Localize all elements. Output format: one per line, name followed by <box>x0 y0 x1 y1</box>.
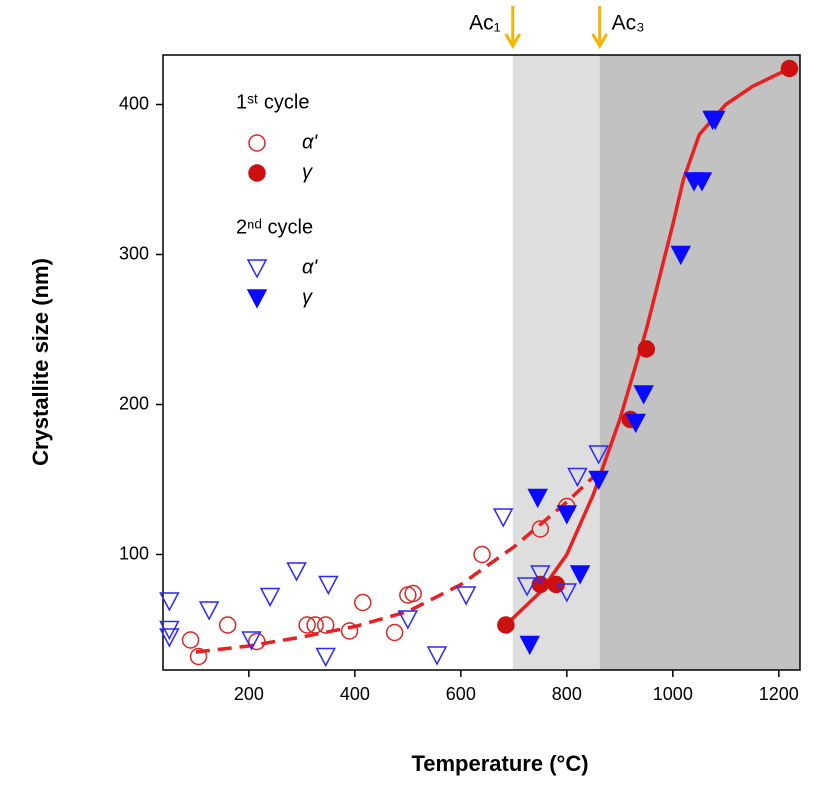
legend-label: γ <box>302 286 313 308</box>
legend-label: α' <box>302 131 318 153</box>
x-tick-label: 1000 <box>653 684 693 704</box>
data-point <box>286 562 307 582</box>
data-point <box>248 632 266 651</box>
legend-marker <box>248 134 266 152</box>
data-point <box>670 245 692 266</box>
data-point <box>588 445 609 465</box>
y-axis-label: Crystallite size (nm) <box>28 258 53 466</box>
data-point <box>691 172 713 192</box>
data-point <box>259 587 281 608</box>
y-tick-label: 100 <box>119 543 149 563</box>
data-point <box>455 586 477 606</box>
data-point <box>318 575 339 596</box>
data-point <box>315 647 336 668</box>
data-point <box>385 623 404 642</box>
data-point <box>340 622 359 640</box>
data-point <box>473 545 491 564</box>
data-point <box>556 505 578 525</box>
data-point <box>404 584 422 603</box>
data-point <box>306 616 324 634</box>
data-point <box>399 586 417 604</box>
legend-label: γ <box>302 161 313 183</box>
data-point <box>426 646 448 666</box>
data-point <box>241 631 262 651</box>
x-tick-label: 600 <box>446 684 476 704</box>
data-point <box>298 616 316 634</box>
annotation: Ac₁ <box>469 12 501 35</box>
data-point <box>218 616 237 634</box>
x-tick-label: 800 <box>552 684 582 704</box>
data-point <box>569 565 591 585</box>
shaded-region <box>599 55 800 670</box>
data-point <box>354 593 372 612</box>
x-axis-label: Temperature (°C) <box>411 751 588 776</box>
y-tick-label: 400 <box>119 93 149 113</box>
arrow-head <box>504 33 522 49</box>
data-point <box>159 628 180 648</box>
data-point <box>516 577 538 597</box>
data-point <box>519 635 540 656</box>
data-point <box>625 413 646 434</box>
data-point <box>189 647 208 666</box>
data-point <box>316 616 335 634</box>
data-point <box>159 592 180 612</box>
plot-frame <box>162 54 801 671</box>
x-tick-label: 1200 <box>759 684 799 704</box>
legend-marker <box>246 259 268 279</box>
fit-curve <box>504 66 791 627</box>
data-point <box>531 520 550 538</box>
data-point <box>567 467 588 488</box>
x-tick-label: 400 <box>340 684 370 704</box>
data-point <box>198 601 220 621</box>
legend-marker <box>246 289 268 309</box>
data-point <box>780 59 799 78</box>
data-point <box>181 631 200 649</box>
data-point <box>530 565 551 585</box>
data-point <box>556 583 578 603</box>
y-tick-label: 200 <box>119 393 149 413</box>
x-tick-label: 200 <box>234 684 264 704</box>
data-point <box>497 616 515 634</box>
data-point <box>637 340 656 358</box>
legend-title: 1ˢᵗ cycle <box>236 91 309 113</box>
data-point <box>633 385 654 405</box>
data-point <box>159 620 180 641</box>
legend-marker <box>248 164 266 182</box>
annotation: Ac₃ <box>612 12 645 35</box>
data-point <box>397 610 419 630</box>
y-tick-label: 300 <box>119 243 149 263</box>
data-point <box>527 488 548 509</box>
arrow-head <box>591 33 608 49</box>
data-point <box>704 110 726 131</box>
legend-label: α' <box>302 256 318 278</box>
fit-curve <box>195 470 600 654</box>
data-point <box>492 508 514 528</box>
legend-title: 2ⁿᵈ cycle <box>236 216 313 238</box>
data-point <box>588 470 609 491</box>
